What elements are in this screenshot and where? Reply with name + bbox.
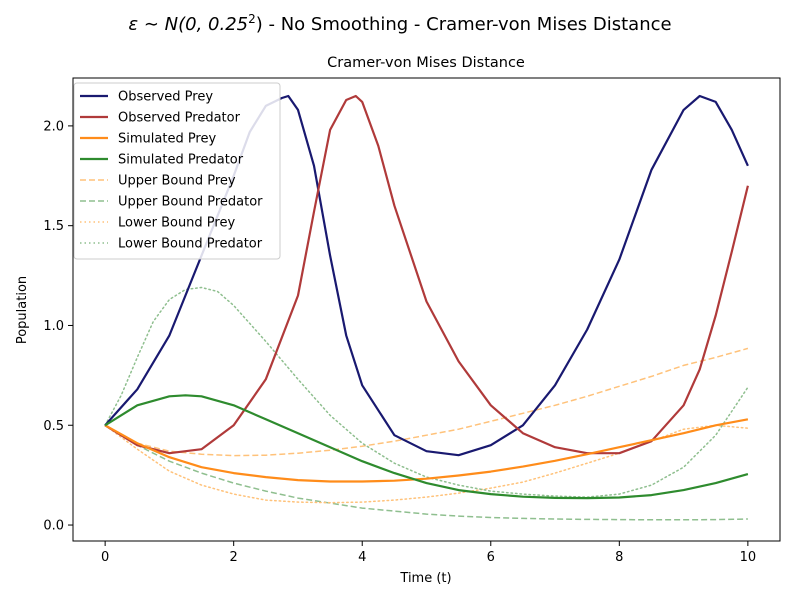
chart-title: Cramer-von Mises Distance bbox=[327, 55, 525, 71]
legend-entry: Observed Prey bbox=[118, 90, 213, 105]
legend-entry: Observed Predator bbox=[118, 111, 241, 126]
legend: Observed Prey Observed Predator Simulated … bbox=[73, 82, 281, 260]
x-axis-label: Time (t) bbox=[399, 571, 451, 586]
series-line-simulated-predator bbox=[104, 394, 749, 500]
legend-entry: Lower Bound Predator bbox=[118, 237, 263, 252]
legend-entry: Simulated Predator bbox=[118, 153, 244, 168]
y-tick-label: 1.0 bbox=[43, 319, 64, 334]
x-tick-label: 10 bbox=[740, 550, 757, 565]
series-line-simulated-prey bbox=[104, 418, 749, 483]
y-tick-label: 0.0 bbox=[43, 519, 64, 534]
y-axis-ticks: 0.0 0.5 1.0 1.5 2.0 bbox=[43, 119, 73, 534]
plot-area: 0 2 4 6 8 10 0.0 0.5 1.0 1.5 2.0 bbox=[43, 77, 781, 565]
legend-entry: Simulated Prey bbox=[118, 132, 216, 147]
x-tick-label: 8 bbox=[615, 550, 623, 565]
series-line-upper-bound-predator bbox=[104, 424, 748, 521]
x-tick-label: 6 bbox=[487, 550, 495, 565]
series-line-lower-bound-predator bbox=[104, 286, 749, 498]
series-line-upper-bound-prey bbox=[104, 347, 749, 457]
y-tick-label: 1.5 bbox=[43, 219, 64, 234]
x-tick-label: 4 bbox=[358, 550, 366, 565]
x-tick-label: 0 bbox=[101, 550, 109, 565]
axes-frame bbox=[72, 77, 781, 542]
y-tick-label: 0.5 bbox=[43, 419, 64, 434]
legend-box bbox=[73, 82, 281, 260]
series-lines bbox=[104, 94, 749, 521]
series-line-lower-bound-prey bbox=[104, 424, 749, 504]
legend-entry: Upper Bound Prey bbox=[118, 174, 236, 189]
x-tick-label: 2 bbox=[230, 550, 238, 565]
figure-suptitle: ε ∼ N(0, 0.252) - No Smoothing - Cramer-… bbox=[128, 12, 671, 35]
legend-entry: Lower Bound Prey bbox=[118, 216, 235, 231]
y-tick-label: 2.0 bbox=[43, 119, 64, 134]
legend-entry: Upper Bound Predator bbox=[118, 195, 263, 210]
y-axis-label: Population bbox=[15, 276, 30, 344]
x-axis-ticks: 0 2 4 6 8 10 bbox=[101, 541, 756, 565]
